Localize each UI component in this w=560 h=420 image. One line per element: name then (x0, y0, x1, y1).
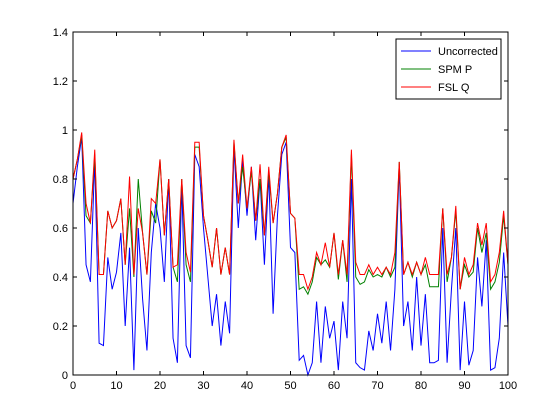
legend-label: SPM P (438, 64, 472, 76)
x-tick-label: 50 (284, 380, 296, 392)
x-tick-label: 30 (197, 380, 209, 392)
x-tick-label: 60 (328, 380, 340, 392)
y-tick-label: 0.4 (53, 272, 68, 284)
y-tick-label: 1.4 (53, 27, 68, 39)
x-tick-label: 90 (458, 380, 470, 392)
x-tick-label: 0 (70, 380, 76, 392)
x-tick-label: 70 (371, 380, 383, 392)
legend-label: FSL Q (438, 82, 470, 94)
y-tick-label: 1.2 (53, 76, 68, 88)
y-tick-label: 0.6 (53, 223, 68, 235)
x-tick-label: 40 (241, 380, 253, 392)
series-layer (72, 132, 509, 377)
x-tick-label: 20 (154, 380, 166, 392)
x-tick-label: 80 (415, 380, 427, 392)
legend-label: Uncorrected (438, 46, 498, 58)
ticks-layer: 0 10 20 30 40 50 60 70 80 90 100 0 0.2 0.4 0.6 0.8 1 1.2 1… (53, 27, 517, 392)
y-tick-label: 0.8 (53, 174, 68, 186)
y-tick-label: 1 (62, 125, 68, 137)
x-tick-label: 100 (499, 380, 517, 392)
series-line-fsl-q (72, 132, 509, 291)
x-tick-label: 10 (110, 380, 122, 392)
y-tick-label: 0 (62, 370, 68, 382)
legend: Uncorrected SPM P FSL Q (395, 38, 502, 100)
series-line-uncorrected (72, 137, 509, 377)
y-tick-label: 0.2 (53, 321, 68, 333)
